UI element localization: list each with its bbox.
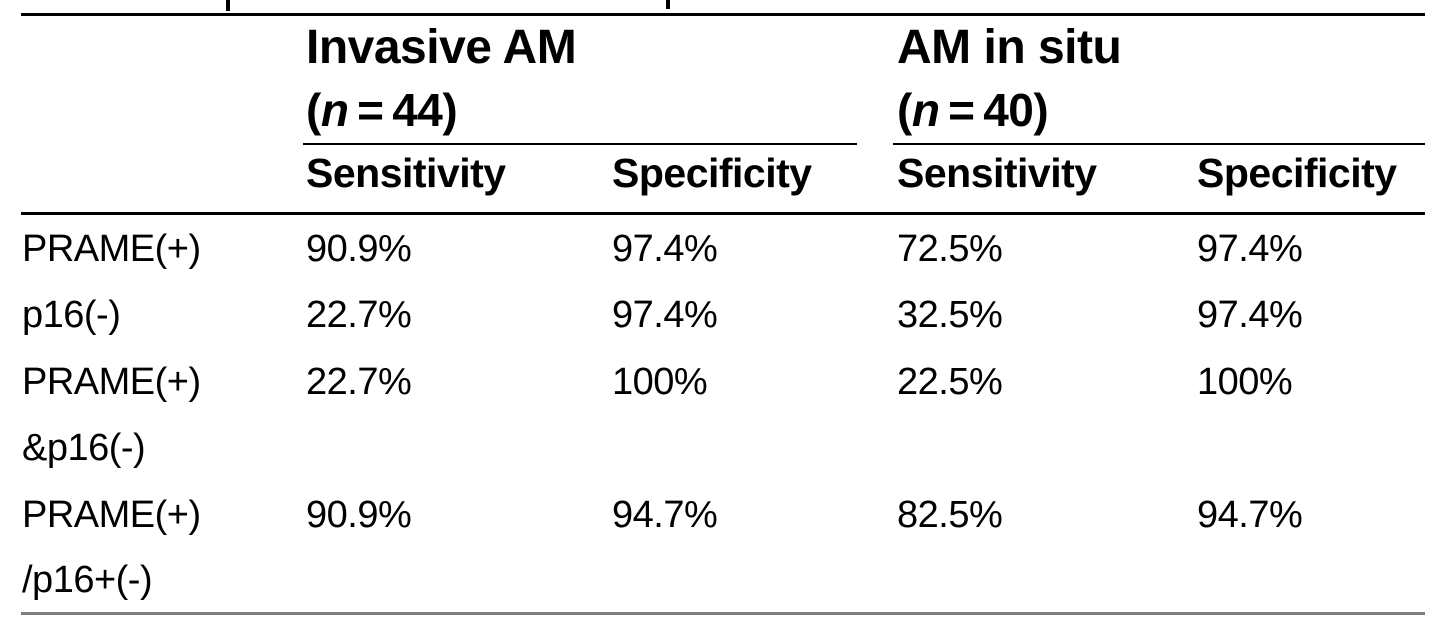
paren-open: ( [897,84,912,136]
column-group-title-am-in-situ: AM in situ [897,21,1122,74]
row-label: PRAME(+) [22,494,201,536]
cell-value: 22.7% [306,294,412,336]
count-value: = 44) [348,84,458,136]
cropped-caption-fragment [666,0,670,9]
row-label: PRAME(+) [22,228,201,270]
column-group-title-invasive-am: Invasive AM [306,21,577,74]
cell-value: 97.4% [612,294,718,336]
paren-open: ( [306,84,321,136]
group2-span-rule [893,143,1425,145]
cell-value: 82.5% [897,494,1003,536]
row-label: p16(-) [22,294,121,336]
group1-span-rule [303,143,857,145]
cell-value: 72.5% [897,228,1003,270]
cell-value: 97.4% [1197,228,1303,270]
cell-value: 97.4% [612,228,718,270]
n-symbol: n [911,84,940,136]
column-header-sensitivity-2: Sensitivity [897,150,1097,196]
cell-value: 32.5% [897,294,1003,336]
table-top-rule [21,13,1425,16]
cell-value: 100% [612,361,708,403]
row-label-line2: /p16+(-) [22,559,153,601]
cell-value: 100% [1197,361,1293,403]
header-bottom-rule [21,212,1425,215]
count-value: = 40) [939,84,1049,136]
row-label-line2: &p16(-) [22,427,146,469]
cell-value: 97.4% [1197,294,1303,336]
cell-value: 90.9% [306,494,412,536]
column-header-specificity-2: Specificity [1197,150,1397,196]
cell-value: 94.7% [612,494,718,536]
column-group-count-am-in-situ: (n = 40) [897,84,1049,136]
column-header-specificity-1: Specificity [612,150,812,196]
cell-value: 22.5% [897,361,1003,403]
cell-value: 94.7% [1197,494,1303,536]
cropped-caption-fragment [226,0,230,11]
cell-value: 22.7% [306,361,412,403]
column-header-sensitivity-1: Sensitivity [306,150,506,196]
cell-value: 90.9% [306,228,412,270]
table-bottom-rule [21,612,1425,615]
row-label: PRAME(+) [22,361,201,403]
n-symbol: n [320,84,349,136]
column-group-count-invasive-am: (n = 44) [306,84,458,136]
